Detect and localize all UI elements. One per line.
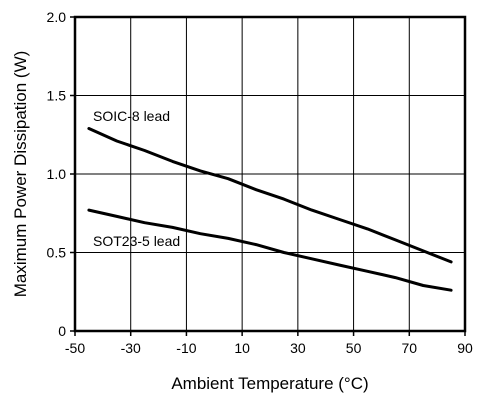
series-line-sot23 [87,208,453,292]
y-tick-label: 2.0 [47,9,67,25]
series-line-soic8 [87,127,453,264]
y-tick-label: 1.5 [47,88,67,104]
plot-frame [73,15,467,333]
x-tick-label: 10 [234,340,250,356]
x-tick-label: 50 [346,340,362,356]
x-tick-label: 30 [290,340,306,356]
x-tick-label: 90 [457,340,473,356]
x-tick-label: 70 [401,340,417,356]
x-tick-label: -30 [121,340,141,356]
series-label-soic8: SOIC-8 lead [93,108,170,124]
x-tick-label: -10 [176,340,196,356]
x-axis-title: Ambient Temperature (°C) [171,374,368,393]
series-label-sot23: SOT23-5 lead [93,233,180,249]
series-layer [87,127,453,292]
x-tick-label: -50 [65,340,85,356]
y-tick-label: 0.5 [47,245,67,261]
y-tick-label: 0 [58,323,66,339]
y-axis-title: Maximum Power Dissipation (W) [11,51,30,298]
grid-lines [75,17,465,331]
tick-labels: -50 -30 -10 10 30 50 70 90 0 0.5 1.0 1.5 2.0 [47,9,473,356]
y-tick-label: 1.0 [47,166,67,182]
